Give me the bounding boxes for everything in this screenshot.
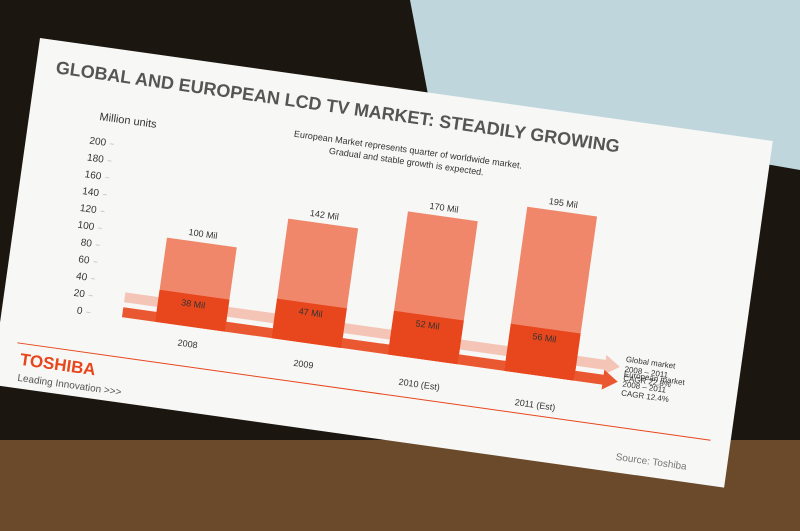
value-label: 100 Mil [188, 227, 218, 241]
bar [155, 289, 230, 332]
footer-rule [17, 342, 711, 441]
tick-mark [102, 193, 107, 196]
tick-mark [86, 311, 91, 314]
tick-mark [88, 294, 93, 297]
tick-mark [98, 227, 103, 229]
y-tick-label: 100 [77, 220, 95, 233]
bar [504, 323, 581, 381]
bar [271, 298, 347, 348]
growth-arrow [124, 292, 620, 375]
tick-mark [105, 176, 110, 179]
growth-arrow [121, 307, 618, 390]
y-tick-label: 60 [78, 254, 91, 267]
tick-mark [93, 261, 98, 263]
y-tick-label: 120 [79, 203, 97, 216]
tick-mark [109, 143, 114, 145]
tick-mark [90, 277, 96, 280]
y-tick-label: 180 [86, 152, 104, 165]
value-label: 38 Mil [181, 297, 206, 310]
value-label: 47 Mil [298, 306, 323, 319]
value-label: 195 Mil [548, 196, 578, 210]
tick-mark [95, 244, 100, 246]
y-tick-label: 20 [73, 288, 86, 301]
bar [387, 310, 464, 365]
x-tick-label: 2008 [177, 338, 198, 351]
value-label: 56 Mil [532, 331, 557, 344]
value-label: 52 Mil [415, 318, 440, 331]
value-label: 170 Mil [429, 201, 459, 215]
tick-mark [107, 160, 112, 162]
x-tick-label: 2009 [293, 358, 314, 371]
y-tick-label: 200 [89, 136, 107, 149]
y-tick-label: 40 [75, 271, 88, 284]
y-tick-label: 80 [80, 237, 93, 250]
y-tick-label: 0 [76, 305, 83, 317]
y-tick-label: 140 [82, 186, 100, 199]
y-tick-label: 160 [84, 169, 102, 182]
second-screen [410, 0, 800, 170]
tick-mark [100, 210, 105, 213]
value-label: 142 Mil [309, 208, 339, 222]
